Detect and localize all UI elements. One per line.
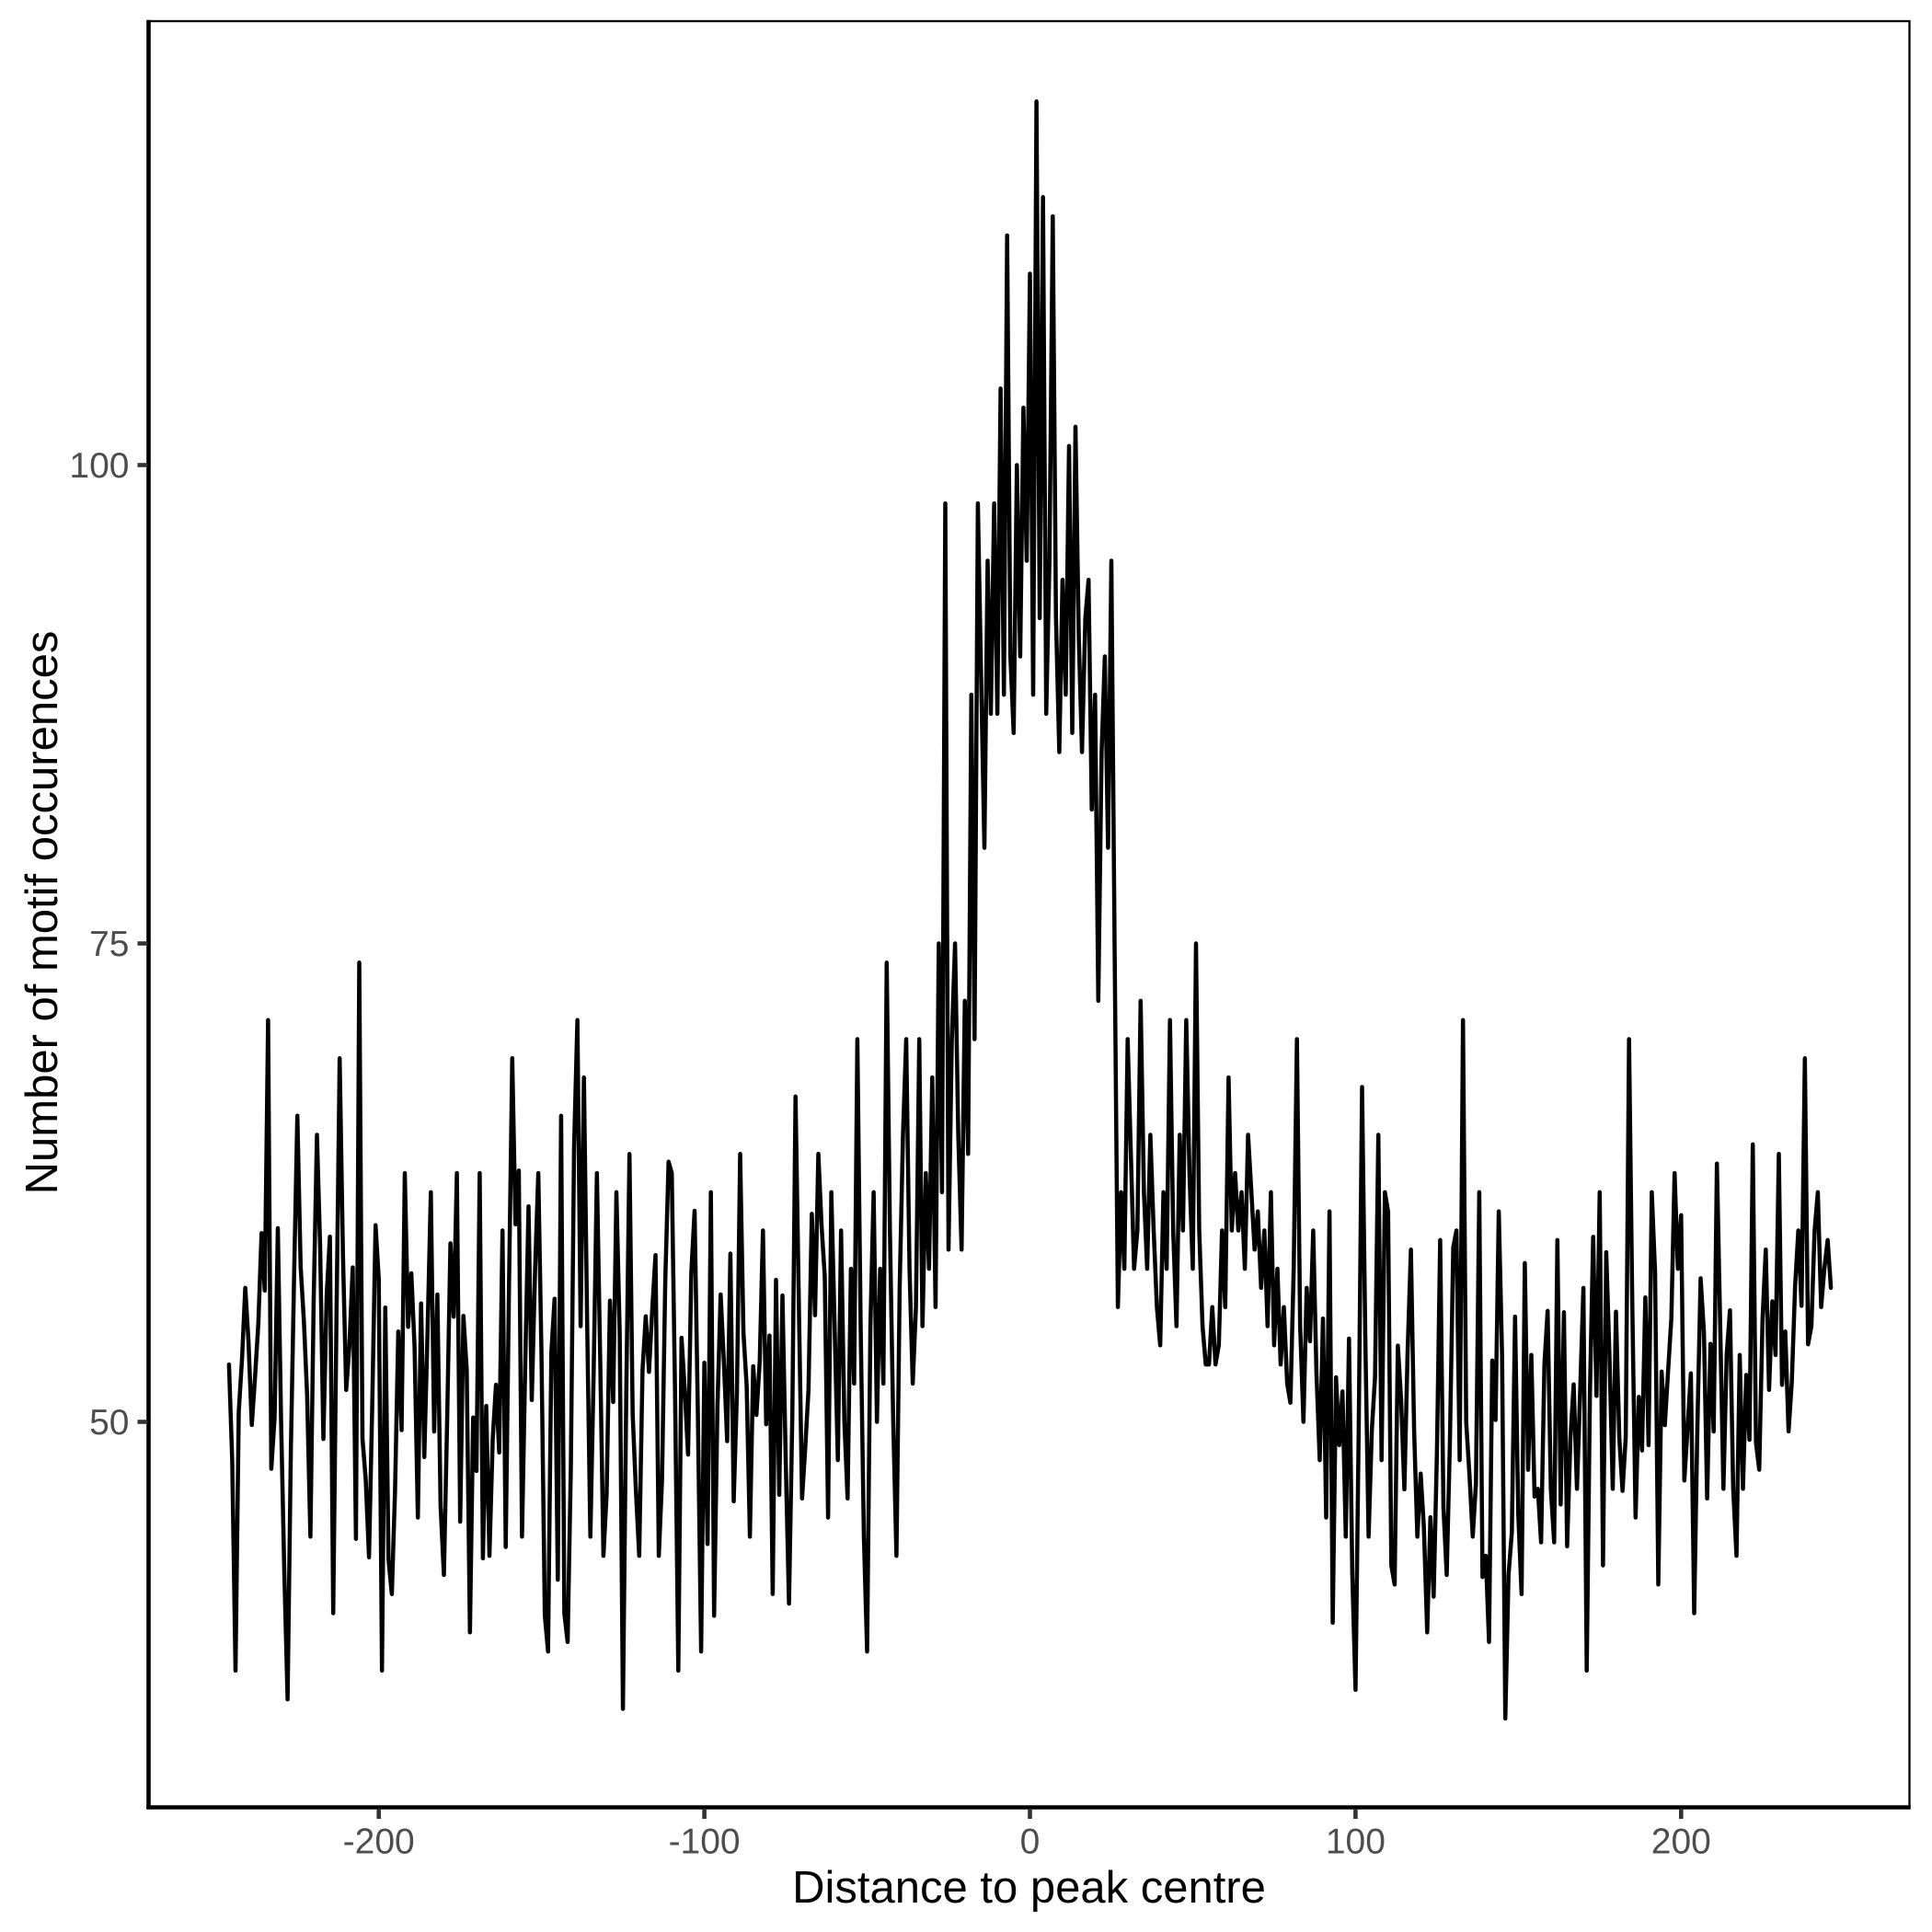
svg-text:75: 75 — [89, 925, 129, 964]
svg-text:-200: -200 — [343, 1823, 415, 1862]
svg-text:200: 200 — [1651, 1823, 1711, 1862]
svg-text:Number of motif occurences: Number of motif occurences — [17, 631, 67, 1195]
svg-text:50: 50 — [89, 1403, 129, 1443]
svg-text:-100: -100 — [669, 1823, 741, 1862]
svg-text:0: 0 — [1020, 1823, 1041, 1862]
svg-text:100: 100 — [69, 446, 129, 486]
svg-text:100: 100 — [1326, 1823, 1386, 1862]
svg-text:Distance to peak centre: Distance to peak centre — [792, 1863, 1266, 1913]
